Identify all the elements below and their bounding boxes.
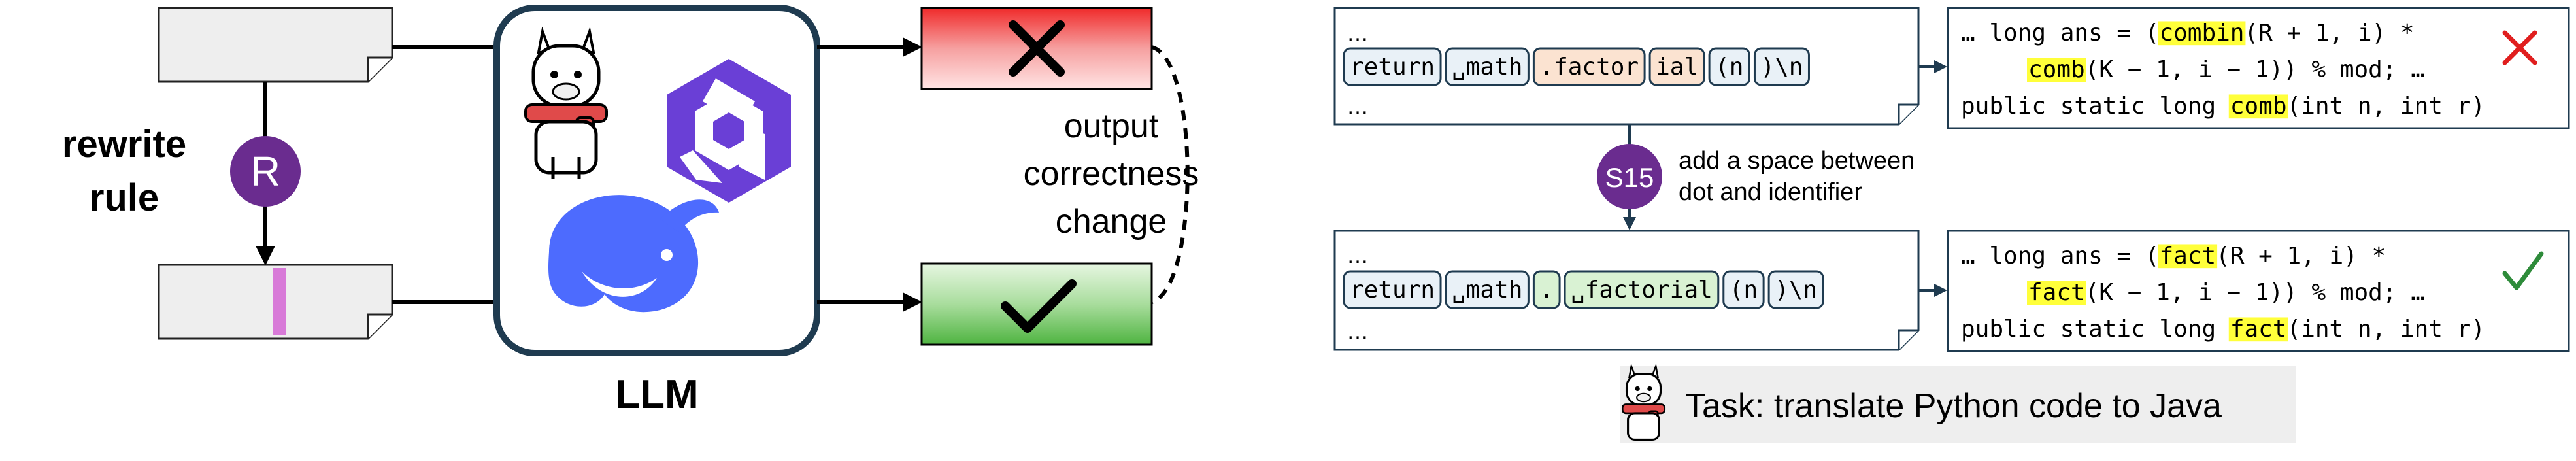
bottom-input-token-text: return [1350, 277, 1435, 303]
bottom-input-token-text: . [1539, 277, 1554, 303]
top-output-line3: public static long comb(int n, int r) [1961, 93, 2485, 120]
top-input-token-chip [1648, 47, 1705, 86]
top-output-segment: comb [2028, 56, 2085, 83]
bottom-input-token-chip [1722, 270, 1765, 309]
top-input-token-chip [1753, 47, 1810, 86]
top-output-segment: (int n, int r) [2287, 93, 2485, 120]
task-text: Task: translate Python code to Java [1685, 387, 2222, 425]
bottom-output-segment: public static long [1961, 316, 2230, 343]
bottom-output-segment: (K − 1, i − 1)) % mod; … [2085, 279, 2425, 306]
top-output-highlight [2228, 94, 2288, 119]
top-output-segment: (R + 1, i) * [2244, 20, 2414, 46]
right-output-box [920, 262, 1153, 346]
rewritten-input-document [158, 264, 393, 340]
top-output-segment: public static long [1961, 93, 2230, 120]
top-output-segment: (K − 1, i − 1)) % mod; … [2085, 56, 2425, 83]
bottom-output-line2: fact(K − 1, i − 1)) % mod; … [2028, 279, 2425, 306]
bottom-output-line1: … long ans = (fact(R + 1, i) * [1961, 243, 2386, 269]
s15-badge-label: S15 [1605, 162, 1654, 193]
top-input-token-text: )\n [1760, 54, 1803, 80]
deepseek-whale-icon [548, 195, 719, 313]
output-change-line3: change [1056, 203, 1167, 241]
top-output-segment: combin [2159, 20, 2244, 46]
bottom-output-segment: fact [2230, 316, 2287, 343]
top-input-token-text: return [1350, 54, 1435, 80]
top-output-highlight [2158, 21, 2246, 46]
top-input-token-chip [1445, 47, 1530, 86]
wrong-output-box [920, 7, 1153, 90]
top-output-segment: comb [2230, 93, 2287, 120]
bottom-input-token-chip [1343, 270, 1442, 309]
bottom-input-token-text: )\n [1775, 277, 1817, 303]
model-label: LLM [615, 372, 698, 417]
top-input-token-text: .factor [1539, 54, 1639, 80]
output-change-line1: output [1064, 107, 1159, 145]
output-change-line2: correctness [1024, 155, 1199, 193]
green-check-icon [2502, 251, 2544, 290]
bottom-output-segment: fact [2028, 279, 2085, 306]
bottom-input-tokens: return ␣math. ␣factorial (n )\n [1343, 270, 1824, 309]
bottom-output-panel: … long ans = (fact(R + 1, i) * fact(K − … [1947, 230, 2570, 352]
rule-desc-line2: dot and identifier [1679, 179, 1862, 206]
top-output-panel: … long ans = (combin(R + 1, i) * comb(K … [1947, 7, 2570, 129]
rule-badge-label: R [250, 148, 280, 195]
top-input-token-text: (n [1715, 54, 1743, 80]
insert-mark [273, 268, 286, 335]
top-output-line1: … long ans = (combin(R + 1, i) * [1961, 20, 2415, 46]
top-input-ellipsis-top: … [1347, 21, 1369, 46]
rule-badge: R [230, 136, 301, 207]
check-icon [1001, 279, 1077, 333]
bottom-input-panel: … return ␣math. ␣factorial (n )\n … [1333, 230, 1920, 351]
bottom-input-token-chip [1767, 270, 1824, 309]
rewrite-label-line1: rewrite [62, 123, 186, 165]
bottom-input-token-chip [1445, 270, 1530, 309]
red-cross-icon [2502, 30, 2537, 65]
bottom-output-line3: public static long fact(int n, int r) [1961, 316, 2485, 343]
bottom-input-ellipsis-bottom: … [1347, 319, 1369, 344]
rule-desc-line1: add a space between [1679, 147, 1915, 175]
rewrite-label-line2: rule [90, 177, 159, 219]
top-output-line2: comb(K − 1, i − 1)) % mod; … [2028, 56, 2425, 83]
bottom-output-highlight [2158, 244, 2218, 269]
top-input-panel: … return ␣math .factor ial (n )\n … [1333, 7, 1920, 126]
bottom-input-ellipsis-top: … [1347, 243, 1369, 268]
top-output-highlight [2027, 58, 2086, 82]
bottom-output-highlight [2027, 281, 2086, 305]
bottom-output-segment: (R + 1, i) * [2216, 243, 2386, 269]
top-input-token-chip [1708, 47, 1750, 86]
bottom-input-token-text: ␣factorial [1571, 277, 1713, 303]
bottom-output-highlight [2228, 317, 2288, 342]
bottom-input-token-chip [1564, 270, 1720, 309]
correctness-change-link [1150, 45, 1190, 304]
task-llama-icon [1621, 363, 1666, 441]
task-banner: Task: translate Python code to Java [1620, 363, 2296, 443]
llama-icon [524, 26, 608, 179]
top-input-ellipsis-bottom: … [1347, 94, 1369, 119]
top-input-tokens: return ␣math .factor ial (n )\n [1343, 47, 1810, 86]
bottom-input-token-text: ␣math [1452, 277, 1522, 303]
top-input-token-chip [1343, 47, 1442, 86]
top-output-segment: … long ans = ( [1961, 20, 2159, 46]
s15-badge: S15 [1597, 144, 1662, 209]
qwen-icon [667, 59, 791, 203]
top-input-token-text: ␣math [1452, 54, 1522, 80]
bottom-output-segment: (int n, int r) [2287, 316, 2485, 343]
bottom-output-segment: … long ans = ( [1961, 243, 2159, 269]
bottom-input-token-chip [1532, 270, 1561, 309]
bottom-output-segment: fact [2159, 243, 2216, 269]
bottom-input-token-text: (n [1730, 277, 1758, 303]
original-input-document [158, 7, 393, 83]
top-input-token-text: ial [1656, 54, 1698, 80]
top-input-token-chip [1532, 47, 1646, 86]
cross-icon [1009, 20, 1065, 77]
